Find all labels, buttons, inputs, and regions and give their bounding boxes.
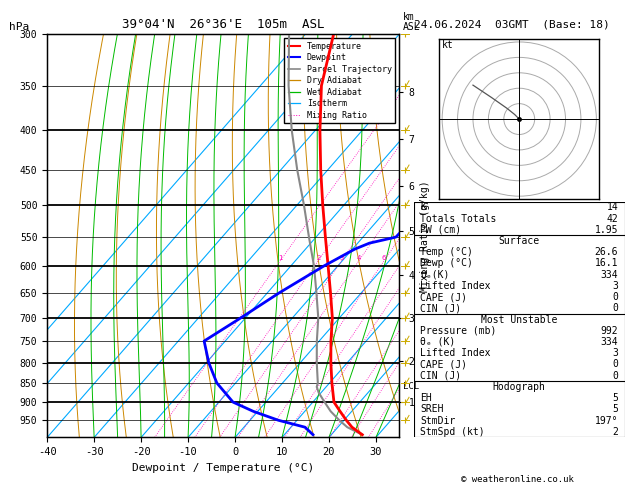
Y-axis label: Mixing Ratio (g/kg): Mixing Ratio (g/kg) [420, 180, 430, 292]
Text: K: K [420, 202, 426, 212]
Text: CIN (J): CIN (J) [420, 303, 461, 313]
Text: 0: 0 [613, 303, 618, 313]
Text: kt: kt [442, 40, 454, 50]
Text: 6: 6 [382, 255, 386, 260]
Text: StmSpd (kt): StmSpd (kt) [420, 427, 485, 437]
Text: θₑ (K): θₑ (K) [420, 337, 455, 347]
Text: 5: 5 [613, 393, 618, 403]
Text: CIN (J): CIN (J) [420, 371, 461, 381]
Text: 2: 2 [316, 255, 320, 260]
Text: Temp (°C): Temp (°C) [420, 247, 473, 257]
Text: 24.06.2024  03GMT  (Base: 18): 24.06.2024 03GMT (Base: 18) [414, 19, 610, 29]
Text: Dewp (°C): Dewp (°C) [420, 259, 473, 268]
Text: PW (cm): PW (cm) [420, 225, 461, 235]
Text: EH: EH [420, 393, 432, 403]
Text: 26.6: 26.6 [595, 247, 618, 257]
Text: 42: 42 [606, 213, 618, 224]
Text: Totals Totals: Totals Totals [420, 213, 496, 224]
Text: Most Unstable: Most Unstable [481, 314, 557, 325]
Text: SREH: SREH [420, 404, 443, 415]
Text: 197°: 197° [595, 416, 618, 426]
Text: Lifted Index: Lifted Index [420, 281, 491, 291]
Text: km
ASL: km ASL [403, 12, 420, 32]
Text: 2: 2 [613, 427, 618, 437]
Title: 39°04'N  26°36'E  105m  ASL: 39°04'N 26°36'E 105m ASL [122, 18, 325, 32]
Text: CAPE (J): CAPE (J) [420, 292, 467, 302]
Text: LCL: LCL [403, 382, 419, 391]
Text: 4: 4 [357, 255, 361, 260]
Text: 0: 0 [613, 371, 618, 381]
Text: 0: 0 [613, 292, 618, 302]
Text: θₑ(K): θₑ(K) [420, 270, 450, 279]
Text: 1.95: 1.95 [595, 225, 618, 235]
Legend: Temperature, Dewpoint, Parcel Trajectory, Dry Adiabat, Wet Adiabat, Isotherm, Mi: Temperature, Dewpoint, Parcel Trajectory… [284, 38, 395, 123]
Text: © weatheronline.co.uk: © weatheronline.co.uk [460, 474, 574, 484]
Text: 5: 5 [613, 404, 618, 415]
Text: 0: 0 [613, 360, 618, 369]
Text: 334: 334 [601, 337, 618, 347]
Text: 992: 992 [601, 326, 618, 336]
Text: 14: 14 [606, 202, 618, 212]
Text: Pressure (mb): Pressure (mb) [420, 326, 496, 336]
Text: 3: 3 [340, 255, 344, 260]
Text: StmDir: StmDir [420, 416, 455, 426]
Text: 334: 334 [601, 270, 618, 279]
Text: Hodograph: Hodograph [493, 382, 546, 392]
Text: Surface: Surface [499, 236, 540, 246]
X-axis label: Dewpoint / Temperature (°C): Dewpoint / Temperature (°C) [132, 463, 314, 473]
Text: 3: 3 [613, 348, 618, 358]
Text: 16.1: 16.1 [595, 259, 618, 268]
Text: 1: 1 [278, 255, 282, 260]
Text: 8: 8 [401, 255, 405, 260]
Text: Lifted Index: Lifted Index [420, 348, 491, 358]
Text: 3: 3 [613, 281, 618, 291]
Text: hPa: hPa [9, 21, 30, 32]
Text: CAPE (J): CAPE (J) [420, 360, 467, 369]
